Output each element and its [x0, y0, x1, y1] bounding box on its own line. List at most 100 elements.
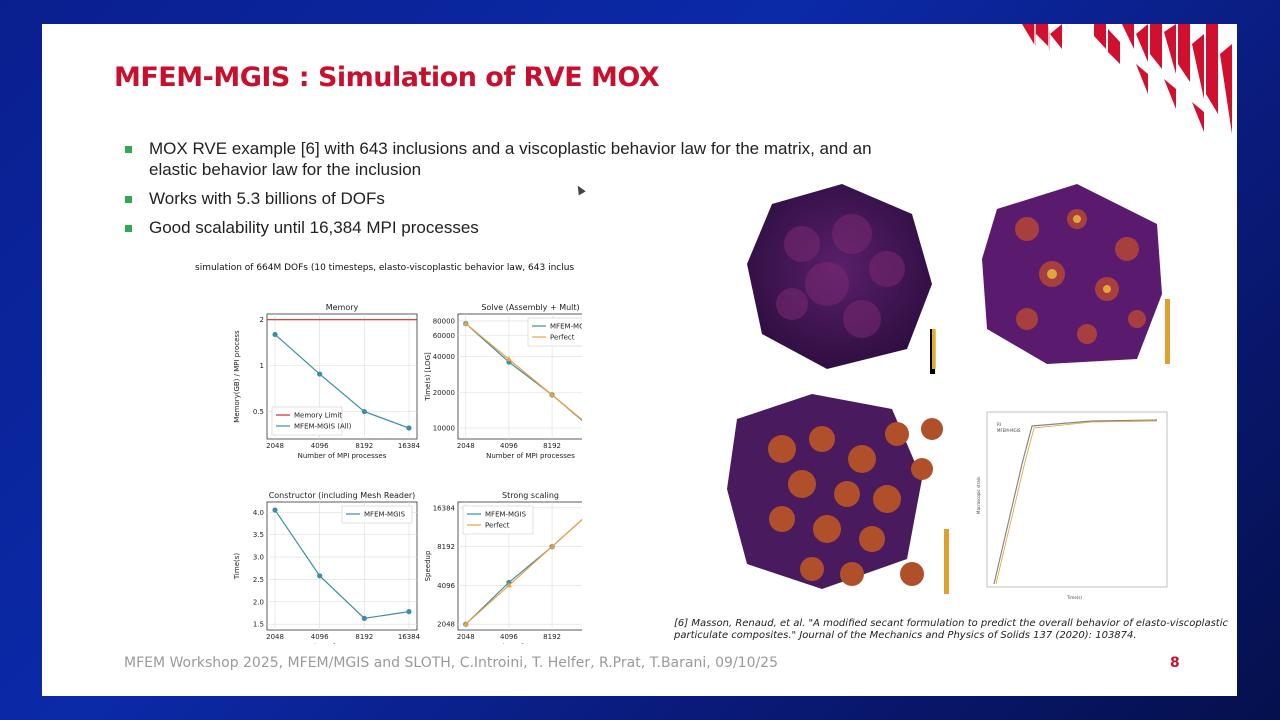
legend-label: Perfect [550, 334, 575, 342]
x-tick-label: 2048 [457, 633, 475, 641]
x-axis-label: Number of MPI processes [486, 643, 575, 644]
legend-box [271, 406, 343, 436]
x-tick-label: 16384 [398, 633, 421, 641]
rve-render-matrix-image [747, 184, 936, 374]
bullet-marker [125, 146, 132, 153]
x-tick-label: 4096 [311, 633, 329, 641]
y-tick-label: 2048 [437, 621, 455, 629]
legend-box [341, 505, 413, 524]
y-tick-label: 0.5 [253, 408, 264, 416]
y-tick-label: 2.5 [253, 576, 264, 584]
legend-label: Memory Limit [294, 412, 342, 420]
rve-render-inclusions-image [727, 394, 949, 594]
y-tick-label: 3.5 [253, 531, 264, 539]
bullet-item: Works with 5.3 billions of DOFs [122, 188, 902, 209]
y-tick-label: 16384 [433, 504, 456, 512]
x-tick-label: 8192 [543, 633, 561, 641]
micro-ylabel: Macroscopic strain [976, 476, 981, 514]
rve-render-stress-image [982, 184, 1170, 364]
x-tick-label: 2048 [266, 442, 284, 450]
legend-label: MFEM-MGIS [550, 323, 582, 331]
y-tick-label: 40000 [433, 353, 455, 361]
series-line [465, 323, 582, 421]
bullet-marker [125, 225, 132, 232]
y-axis-label: Speedup [424, 550, 432, 581]
series-line [274, 334, 410, 429]
x-tick-label: 8192 [543, 442, 561, 450]
x-tick-label: 8192 [355, 633, 373, 641]
x-tick-label: 16384 [398, 442, 421, 450]
y-axis-label: Time(s) [LOG] [424, 352, 432, 402]
bullet-marker [125, 196, 132, 203]
x-tick-label: 4096 [311, 442, 329, 450]
bullet-text: MOX RVE example [6] with 643 inclusions … [149, 139, 872, 179]
data-point [462, 621, 469, 627]
legend-box [462, 505, 534, 535]
decorative-triangles [1022, 24, 1232, 134]
reference-citation: [6] Masson, Renaud, et al. "A modified s… [674, 618, 1228, 641]
data-point [505, 582, 512, 588]
legend-box [527, 317, 582, 347]
y-tick-label: 10000 [433, 424, 455, 432]
data-point [317, 371, 323, 377]
micro-legend-mfem: MFEM-MGIS [997, 428, 1021, 433]
data-point [505, 356, 512, 362]
chart-frame [266, 501, 418, 631]
y-tick-label: 4.0 [253, 509, 264, 517]
x-tick-label: 8192 [355, 442, 373, 450]
figure-title: simulation of 664M DOFs (10 timesteps, e… [195, 263, 575, 273]
x-tick-label: 4096 [500, 633, 518, 641]
data-point [549, 543, 556, 549]
y-axis-label: Memory(GB) / MPI process [233, 330, 241, 423]
chart-title: Strong scaling [502, 491, 559, 500]
data-point [317, 573, 323, 579]
slide-title: MFEM-MGIS : Simulation of RVE MOX [114, 62, 660, 93]
bullet-text: Works with 5.3 billions of DOFs [149, 189, 385, 208]
x-tick-label: 2048 [266, 633, 284, 641]
y-tick-label: 80000 [433, 317, 455, 325]
y-tick-label: 2.0 [253, 598, 264, 606]
data-point [549, 391, 556, 397]
series-line [465, 518, 582, 625]
micro-strain-chart: RI MFEM-MGIS Time(s) Macroscopic strain [976, 411, 1168, 600]
chart-title: Solve (Assembly + Mult) [481, 303, 579, 312]
legend-label: MFEM-MGIS [485, 511, 527, 519]
y-tick-label: 8192 [437, 543, 455, 551]
x-axis-label: Number of MPI processes [298, 643, 387, 644]
legend-label: Perfect [485, 522, 510, 530]
y-tick-label: 20000 [433, 389, 455, 397]
footer-text: MFEM Workshop 2025, MFEM/MGIS and SLOTH,… [124, 655, 779, 671]
chart-title: Memory [326, 303, 359, 312]
bullet-text: Good scalability until 16,384 MPI proces… [149, 218, 479, 237]
data-point [462, 320, 469, 326]
x-axis-label: Number of MPI processes [298, 452, 387, 460]
y-tick-label: 1 [260, 362, 264, 370]
x-axis-label: Number of MPI processes [486, 452, 575, 460]
micro-xlabel: Time(s) [1066, 595, 1082, 600]
series-line [274, 509, 410, 620]
x-tick-label: 4096 [500, 442, 518, 450]
y-tick-label: 4096 [437, 582, 455, 590]
data-point [361, 615, 367, 621]
micro-legend-ri: RI [997, 422, 1001, 427]
y-tick-label: 1.5 [253, 621, 264, 629]
bullet-list: MOX RVE example [6] with 643 inclusions … [122, 138, 902, 246]
y-tick-label: 60000 [433, 332, 455, 340]
y-tick-label: 2 [260, 316, 264, 324]
bullet-item: MOX RVE example [6] with 643 inclusions … [122, 138, 902, 180]
legend-label: MFEM-MGIS (All) [294, 423, 352, 431]
page-number: 8 [1170, 655, 1180, 671]
y-axis-label: Time(s) [233, 553, 241, 581]
bullet-item: Good scalability until 16,384 MPI proces… [122, 217, 902, 238]
x-tick-label: 2048 [457, 442, 475, 450]
data-point [361, 408, 367, 415]
data-point [406, 425, 412, 431]
data-point [272, 507, 278, 513]
scaling-charts-figure: 2048 4096 8192 16384 2 1 0.5 Memory Number of MP… [233, 303, 582, 644]
data-point [406, 609, 412, 615]
y-tick-label: 3.0 [253, 554, 264, 562]
legend-label: MFEM-MGIS [364, 511, 406, 519]
data-point [272, 331, 278, 338]
chart-title: Constructor (including Mesh Reader) [269, 491, 416, 500]
slide: MFEM-MGIS : Simulation of RVE MOX MOX RV… [42, 24, 1237, 696]
